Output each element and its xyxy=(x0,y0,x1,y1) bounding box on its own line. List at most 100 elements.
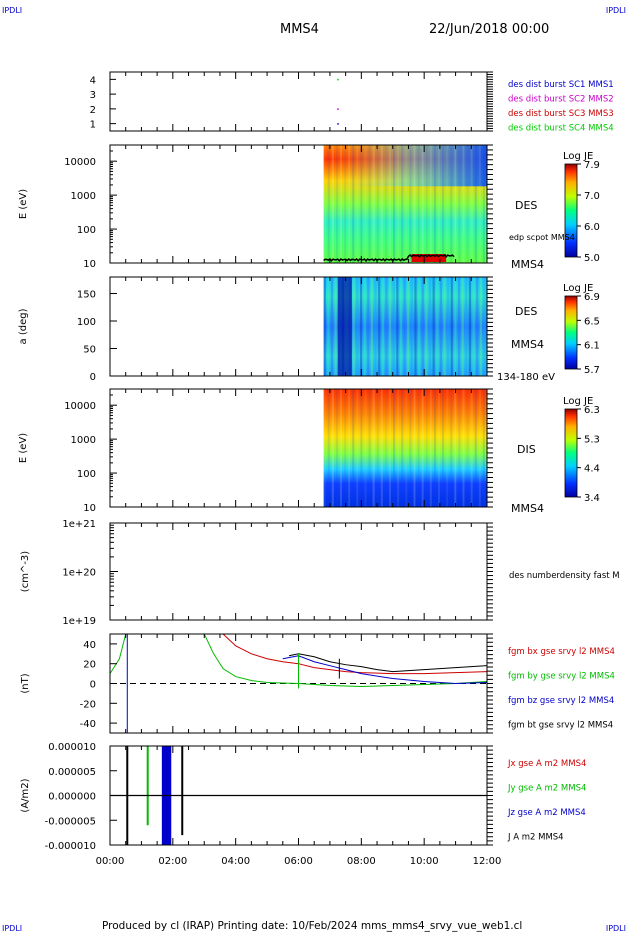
dis-energy-spectrogram-stripe xyxy=(425,389,428,507)
burst-y-tick-label: 3 xyxy=(90,90,96,101)
des-pitch-stripe xyxy=(367,277,370,376)
current-y-tick-label: -0.000010 xyxy=(45,841,96,852)
des-energy-spectrogram-stripe xyxy=(401,145,404,263)
des-energy-y-tick-label: 10 xyxy=(83,259,96,270)
dis-energy-spectrogram-stripe xyxy=(393,389,396,507)
dis-energy-colorbar xyxy=(564,408,578,498)
des-energy-spectrogram-stripe xyxy=(421,145,424,263)
des-pitch-stripe xyxy=(425,277,428,376)
des-pitch-stripe xyxy=(421,277,424,376)
des-pitch-energy-range: 134-180 eV xyxy=(497,372,555,383)
des-pitch-stripe xyxy=(454,277,457,376)
fgm-legend-entry: fgm by gse srvy l2 MMS4 xyxy=(508,672,615,682)
x-tick-label: 12:00 xyxy=(473,856,502,867)
des-energy-spectrogram-stripe xyxy=(331,145,334,263)
x-tick-label: 00:00 xyxy=(96,856,125,867)
des-energy-spectrogram-stripe xyxy=(405,145,408,263)
des-pitch-stripe xyxy=(447,277,450,376)
dis-energy-spectrogram-stripe xyxy=(446,389,449,507)
burst-y-tick-label: 2 xyxy=(90,105,96,116)
dis-energy-y-tick-label: 100 xyxy=(77,469,96,480)
des-pitch-colorbar xyxy=(564,295,578,370)
burst-legend-entry: des dist burst SC1 MMS1 xyxy=(508,80,614,90)
des-pitch-colorbar-title: Log JE xyxy=(563,283,593,294)
fgm-series-line xyxy=(288,653,488,673)
x-tick-label: 02:00 xyxy=(158,856,187,867)
des-energy-spectrogram-stripe xyxy=(327,145,330,263)
fgm-legend-entry: fgm bx gse srvy l2 MMS4 xyxy=(508,647,615,657)
des-pitch-y-tick-label: 0 xyxy=(90,372,96,383)
des-energy-spectrogram-stripe xyxy=(335,145,338,263)
des-pitch-stripe xyxy=(330,277,334,376)
dis-energy-spectrogram-stripe xyxy=(405,389,408,507)
des-pitch-stripe xyxy=(378,277,381,376)
dis-energy-y-tick-label: 10000 xyxy=(64,401,96,412)
des-pitch-stripe xyxy=(483,277,486,376)
fgm-y-tick-label: -40 xyxy=(80,719,96,730)
burst-legend-entry: des dist burst SC3 MMS3 xyxy=(508,109,614,119)
des-pitch-stripe xyxy=(472,277,475,376)
dis-energy-spectrogram-stripe xyxy=(470,389,473,507)
burst-y-tick-label: 1 xyxy=(90,120,96,131)
des-energy-spectrogram-stripe xyxy=(348,145,351,263)
current-y-tick-label: -0.000005 xyxy=(45,816,96,827)
des-pitch-stripe xyxy=(476,277,479,376)
footer-credit: Produced by cl (IRAP) Printing date: 10/… xyxy=(102,920,523,932)
des-pitch-instrument-label: DES xyxy=(515,305,537,318)
des-energy-y-tick-label: 10000 xyxy=(64,157,96,168)
dis-energy-spectrogram-stripe xyxy=(458,389,461,507)
des-energy-spectrogram-fade xyxy=(323,145,487,187)
dis-energy-y-tick-label: 10 xyxy=(83,503,96,514)
des-energy-spectrogram-stripe xyxy=(360,145,363,263)
dis-energy-colorbar-tick-label: 5.3 xyxy=(584,434,600,445)
des-energy-spectrogram-stripe xyxy=(446,145,449,263)
des-energy-spectrogram-stripe xyxy=(388,145,391,263)
corner-label-top-left: IPDLI xyxy=(2,6,23,15)
des-energy-colorbar xyxy=(564,163,578,258)
des-energy-spacecraft-label: MMS4 xyxy=(511,258,544,271)
des-pitch-stripe xyxy=(370,277,374,376)
corner-label-bottom-right: IPDLI xyxy=(605,924,626,933)
des-pitch-stripe xyxy=(468,277,472,376)
dis-energy-spectrogram-stripe xyxy=(397,389,400,507)
des-pitch-stripe xyxy=(359,277,363,376)
burst-y-tick-label: 4 xyxy=(90,75,96,86)
des-pitch-stripe xyxy=(436,277,439,376)
dis-energy-spectrogram-stripe xyxy=(368,389,371,507)
dis-energy-y-label: E (eV) xyxy=(18,433,29,463)
dis-energy-spectrogram-stripe xyxy=(335,389,338,507)
scpot-label: edp scpot MMS4 xyxy=(509,233,575,242)
des-pitch-stripe xyxy=(428,277,432,376)
dis-energy-spectrogram-stripe xyxy=(474,389,477,507)
dis-energy-spectrogram-stripe xyxy=(478,389,481,507)
des-energy-instrument-label: DES xyxy=(515,199,537,212)
fgm-y-tick-label: -20 xyxy=(80,699,96,710)
des-energy-spectrogram-stripe xyxy=(344,145,347,263)
des-energy-spectrogram-stripe xyxy=(458,145,461,263)
fgm-series-line xyxy=(282,655,488,685)
dis-energy-colorbar-title: Log JE xyxy=(563,396,593,407)
dis-energy-spectrogram-stripe xyxy=(380,389,383,507)
des-pitch-stripe xyxy=(323,277,326,376)
x-tick-label: 04:00 xyxy=(221,856,250,867)
current-legend-entry: Jy gse A m2 MMS4 xyxy=(507,784,586,794)
des-pitch-colorbar-tick-label: 5.7 xyxy=(584,365,600,376)
corner-label-top-right: IPDLI xyxy=(605,6,626,15)
scpot-red-band xyxy=(411,254,447,262)
des-pitch-stripe xyxy=(443,277,446,376)
des-energy-colorbar-title: Log JE xyxy=(563,151,593,162)
des-pitch-stripe xyxy=(374,277,377,376)
des-energy-spectrogram-stripe xyxy=(425,145,428,263)
des-pitch-colorbar-tick-label: 6.5 xyxy=(584,316,600,327)
current-y-tick-label: 0.000005 xyxy=(48,767,96,778)
dis-energy-colorbar-tick-label: 6.3 xyxy=(584,405,600,416)
fgm-y-tick-label: 40 xyxy=(83,640,96,651)
des-pitch-y-label: a (deg) xyxy=(18,308,29,344)
dis-energy-spectrogram-stripe xyxy=(323,389,326,507)
corner-label-bottom-left: IPDLI xyxy=(2,924,23,933)
des-energy-colorbar-tick-label: 5.0 xyxy=(584,253,600,264)
dis-energy-y-tick-label: 1000 xyxy=(71,435,96,446)
des-energy-spectrogram-stripe xyxy=(433,145,436,263)
dis-energy-spectrogram-stripe xyxy=(344,389,347,507)
